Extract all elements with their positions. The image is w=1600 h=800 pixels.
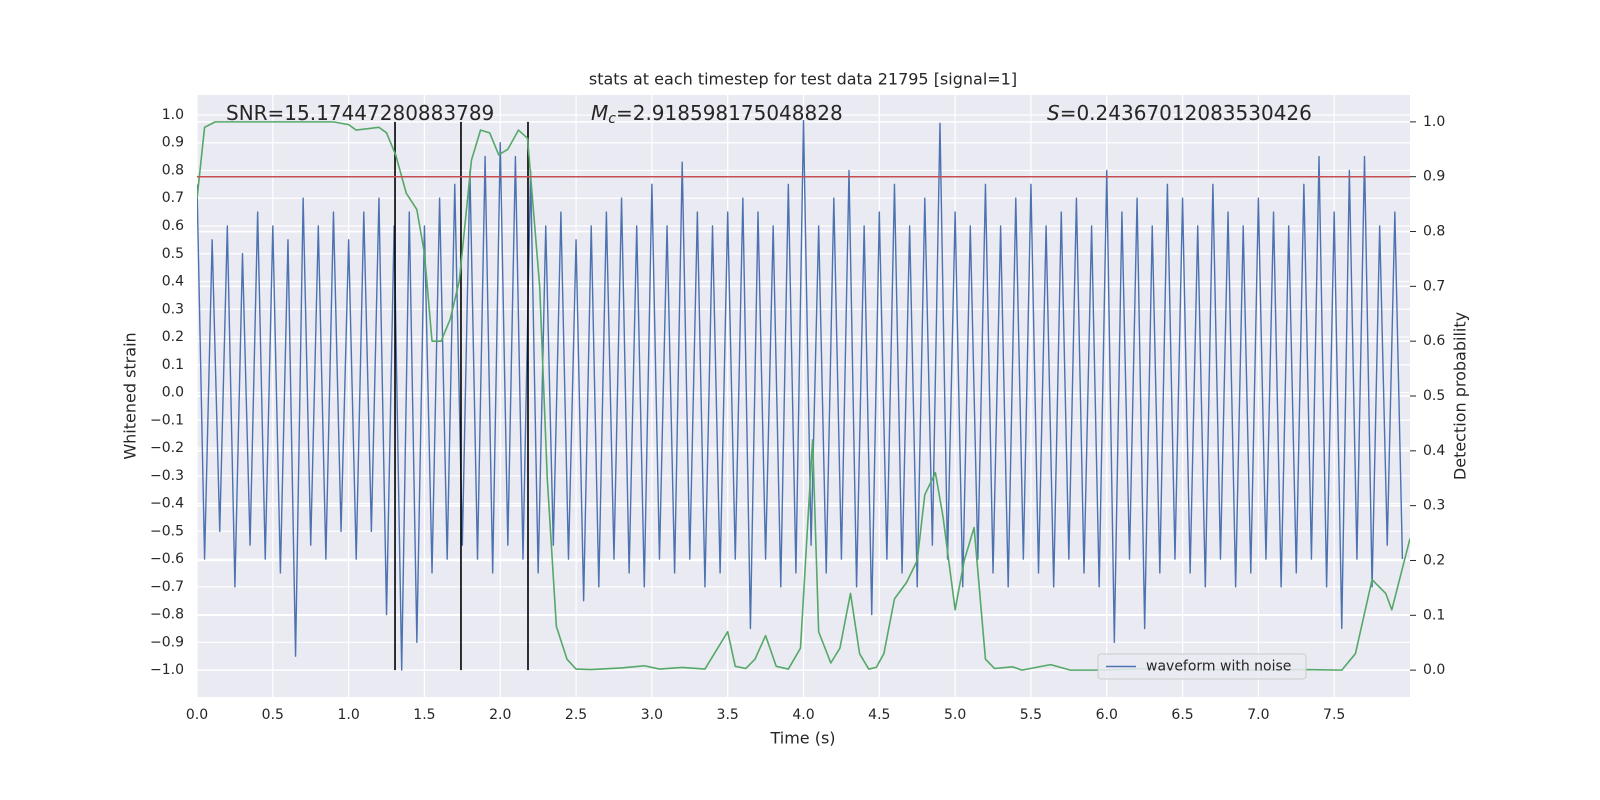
x-tick-label: 3.5 [717,707,739,723]
y2-tick-label: 1.0 [1423,114,1445,130]
y-tick-label: 1.0 [162,107,184,123]
y2-tick-label: 0.2 [1423,552,1445,568]
y-tick-label: 0.9 [162,135,184,151]
annotation-symbol: M [591,101,608,125]
y2-tick-label: 0.4 [1423,443,1445,459]
y2-axis-label: Detection probability [1451,312,1470,480]
y-tick-label: −0.8 [150,607,184,623]
y-tick-label: −0.6 [150,551,184,567]
y-tick-label: −0.1 [150,412,184,428]
y2-tick-label: 0.0 [1423,662,1445,678]
legend-label: waveform with noise [1146,659,1291,675]
y-tick-label: −1.0 [150,662,184,678]
y-axis-label: Whitened strain [121,332,140,459]
y-tick-label: 0.6 [162,218,184,234]
y-tick-label: −0.9 [150,634,184,650]
y2-tick-label: 0.8 [1423,224,1445,240]
y-tick-label: 0.7 [162,190,184,206]
y2-tick-label: 0.7 [1423,278,1445,294]
annotation: S=0.24367012083530426 [1047,101,1312,125]
y-tick-label: 0.3 [162,301,184,317]
x-tick-label: 2.0 [489,707,511,723]
labels: 0.0 0.5 1.0 1.5 2.0 2.5 3.0 3.5 4.0 4.5 5.0 5.5 6.0 6… [150,101,1445,724]
x-tick-label: 7.0 [1247,707,1269,723]
y-tick-label: −0.5 [150,523,184,539]
annotation-symbol: S [1047,101,1060,125]
y2-tick-label: 0.6 [1423,333,1445,349]
x-tick-label: 0.5 [262,707,284,723]
y-tick-label: −0.2 [150,440,184,456]
y-tick-label: 0.1 [162,357,184,373]
y-tick-label: 0.8 [162,162,184,178]
y2-tick-label: 0.5 [1423,388,1445,404]
x-tick-label: 6.0 [1096,707,1118,723]
annotation-text: =0.24367012083530426 [1060,101,1312,125]
x-tick-label: 4.5 [868,707,890,723]
x-tick-label: 1.5 [413,707,435,723]
y-tick-label: 0.2 [162,329,184,345]
annotation-subscript: c [608,111,616,127]
annotation-text: SNR=15.17447280883789 [226,101,494,125]
annotation: Mc=2.918598175048828 [591,101,843,128]
y-tick-label: −0.7 [150,579,184,595]
y-tick-label: −0.4 [150,496,184,512]
annotation-text: =2.918598175048828 [616,101,843,125]
x-tick-label: 4.0 [792,707,814,723]
x-tick-label: 0.0 [186,707,208,723]
x-tick-label: 7.5 [1323,707,1345,723]
y-tick-label: 0.0 [162,385,184,401]
x-tick-label: 1.0 [337,707,359,723]
x-axis-label: Time (s) [769,729,835,748]
y-tick-label: −0.3 [150,468,184,484]
x-tick-label: 5.0 [944,707,966,723]
y-tick-label: 0.4 [162,274,184,290]
chart-title: stats at each timestep for test data 217… [589,70,1017,89]
annotation: SNR=15.17447280883789 [226,101,494,125]
y2-tick-label: 0.3 [1423,498,1445,514]
legend-box [1097,653,1307,680]
x-tick-label: 5.5 [1020,707,1042,723]
waveform-line [197,119,1404,671]
x-tick-label: 3.0 [641,707,663,723]
y2-tick-label: 0.1 [1423,607,1445,623]
x-tick-label: 2.5 [565,707,587,723]
probability-line [197,121,1410,671]
y2-tick-label: 0.9 [1423,169,1445,185]
x-tick-label: 6.5 [1171,707,1193,723]
y-tick-label: 0.5 [162,246,184,262]
